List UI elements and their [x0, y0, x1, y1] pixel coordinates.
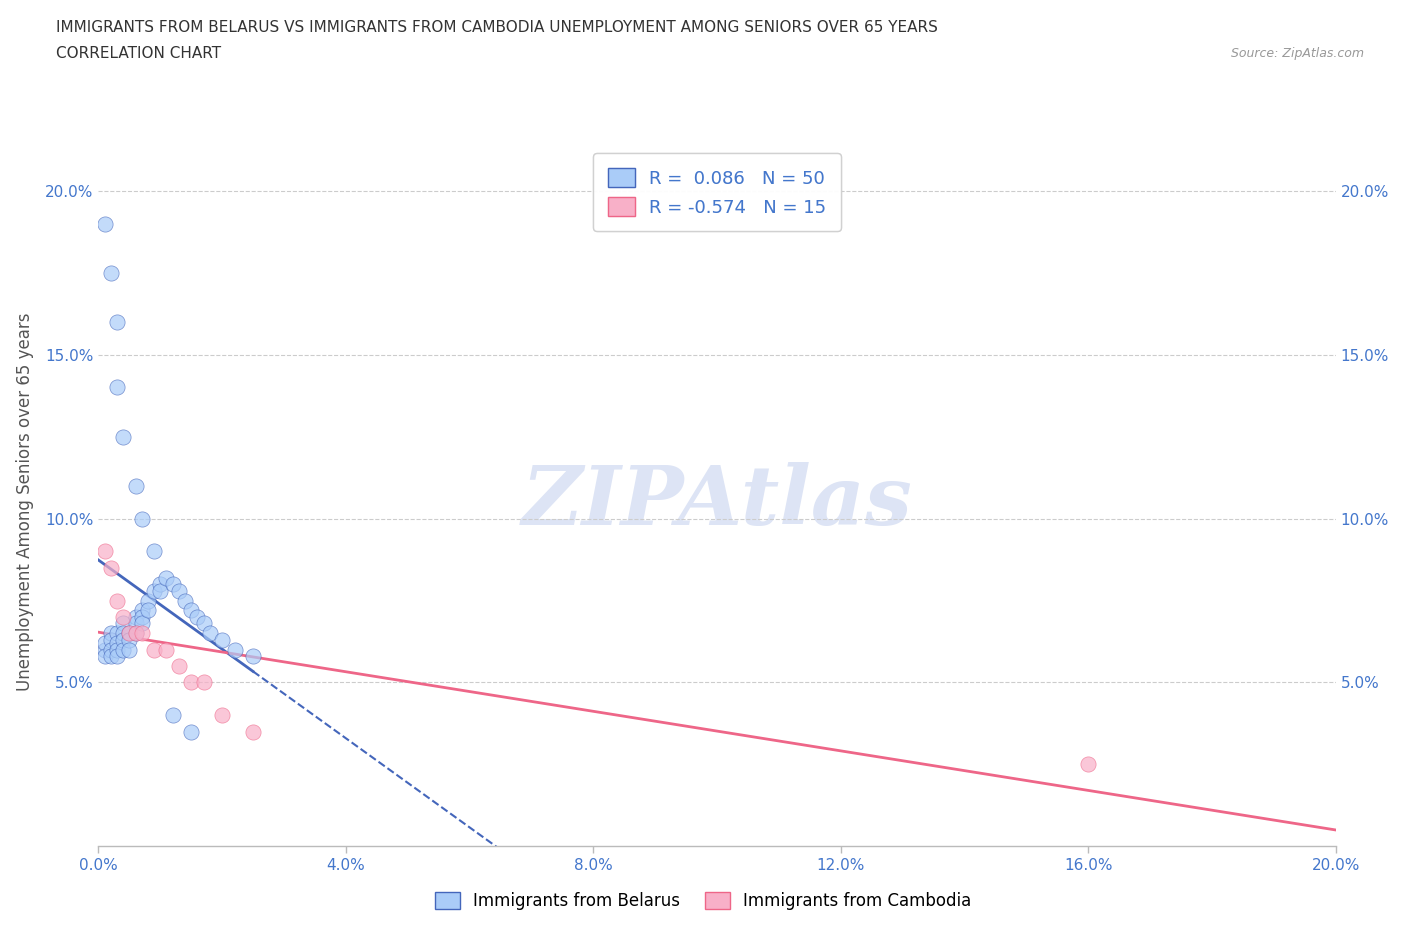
Text: Source: ZipAtlas.com: Source: ZipAtlas.com: [1230, 46, 1364, 60]
Point: [124, 626, 146, 641]
Text: CORRELATION CHART: CORRELATION CHART: [56, 46, 221, 61]
Point: [155, 643, 177, 658]
Point: [124, 626, 146, 641]
Point: [143, 643, 166, 658]
Point: [174, 593, 197, 608]
Point: [211, 708, 233, 723]
Point: [124, 609, 146, 624]
Point: [242, 724, 264, 739]
Point: [100, 626, 122, 641]
Point: [118, 626, 141, 641]
Legend: R =  0.086   N = 50, R = -0.574   N = 15: R = 0.086 N = 50, R = -0.574 N = 15: [593, 153, 841, 231]
Point: [131, 616, 153, 631]
Point: [211, 632, 233, 647]
Point: [224, 643, 246, 658]
Point: [105, 380, 128, 395]
Point: [100, 649, 122, 664]
Point: [93, 643, 115, 658]
Point: [193, 616, 215, 631]
Point: [167, 658, 190, 673]
Point: [105, 593, 128, 608]
Point: [112, 430, 135, 445]
Point: [131, 609, 153, 624]
Point: [112, 632, 135, 647]
Point: [162, 577, 184, 591]
Point: [162, 708, 184, 723]
Point: [100, 265, 122, 280]
Point: [93, 636, 115, 651]
Point: [105, 636, 128, 651]
Point: [112, 609, 135, 624]
Point: [124, 616, 146, 631]
Text: IMMIGRANTS FROM BELARUS VS IMMIGRANTS FROM CAMBODIA UNEMPLOYMENT AMONG SENIORS O: IMMIGRANTS FROM BELARUS VS IMMIGRANTS FR…: [56, 20, 938, 35]
Point: [93, 544, 115, 559]
Point: [112, 626, 135, 641]
Point: [105, 649, 128, 664]
Point: [100, 632, 122, 647]
Y-axis label: Unemployment Among Seniors over 65 years: Unemployment Among Seniors over 65 years: [15, 313, 34, 691]
Point: [242, 649, 264, 664]
Point: [143, 544, 166, 559]
Point: [180, 603, 202, 618]
Point: [105, 626, 128, 641]
Point: [100, 560, 122, 575]
Point: [136, 603, 159, 618]
Point: [112, 616, 135, 631]
Point: [149, 583, 172, 598]
Point: [149, 577, 172, 591]
Point: [100, 643, 122, 658]
Point: [180, 724, 202, 739]
Point: [193, 675, 215, 690]
Point: [118, 632, 141, 647]
Point: [118, 626, 141, 641]
Point: [124, 478, 146, 493]
Point: [136, 593, 159, 608]
Point: [118, 643, 141, 658]
Point: [186, 609, 208, 624]
Point: [131, 512, 153, 526]
Point: [105, 643, 128, 658]
Point: [167, 583, 190, 598]
Point: [112, 643, 135, 658]
Point: [155, 570, 177, 585]
Point: [198, 626, 221, 641]
Point: [131, 603, 153, 618]
Legend: Immigrants from Belarus, Immigrants from Cambodia: Immigrants from Belarus, Immigrants from…: [427, 885, 979, 917]
Point: [105, 314, 128, 329]
Point: [93, 649, 115, 664]
Text: ZIPAtlas: ZIPAtlas: [522, 462, 912, 542]
Point: [93, 216, 115, 231]
Point: [1077, 757, 1099, 772]
Point: [180, 675, 202, 690]
Point: [131, 626, 153, 641]
Point: [143, 583, 166, 598]
